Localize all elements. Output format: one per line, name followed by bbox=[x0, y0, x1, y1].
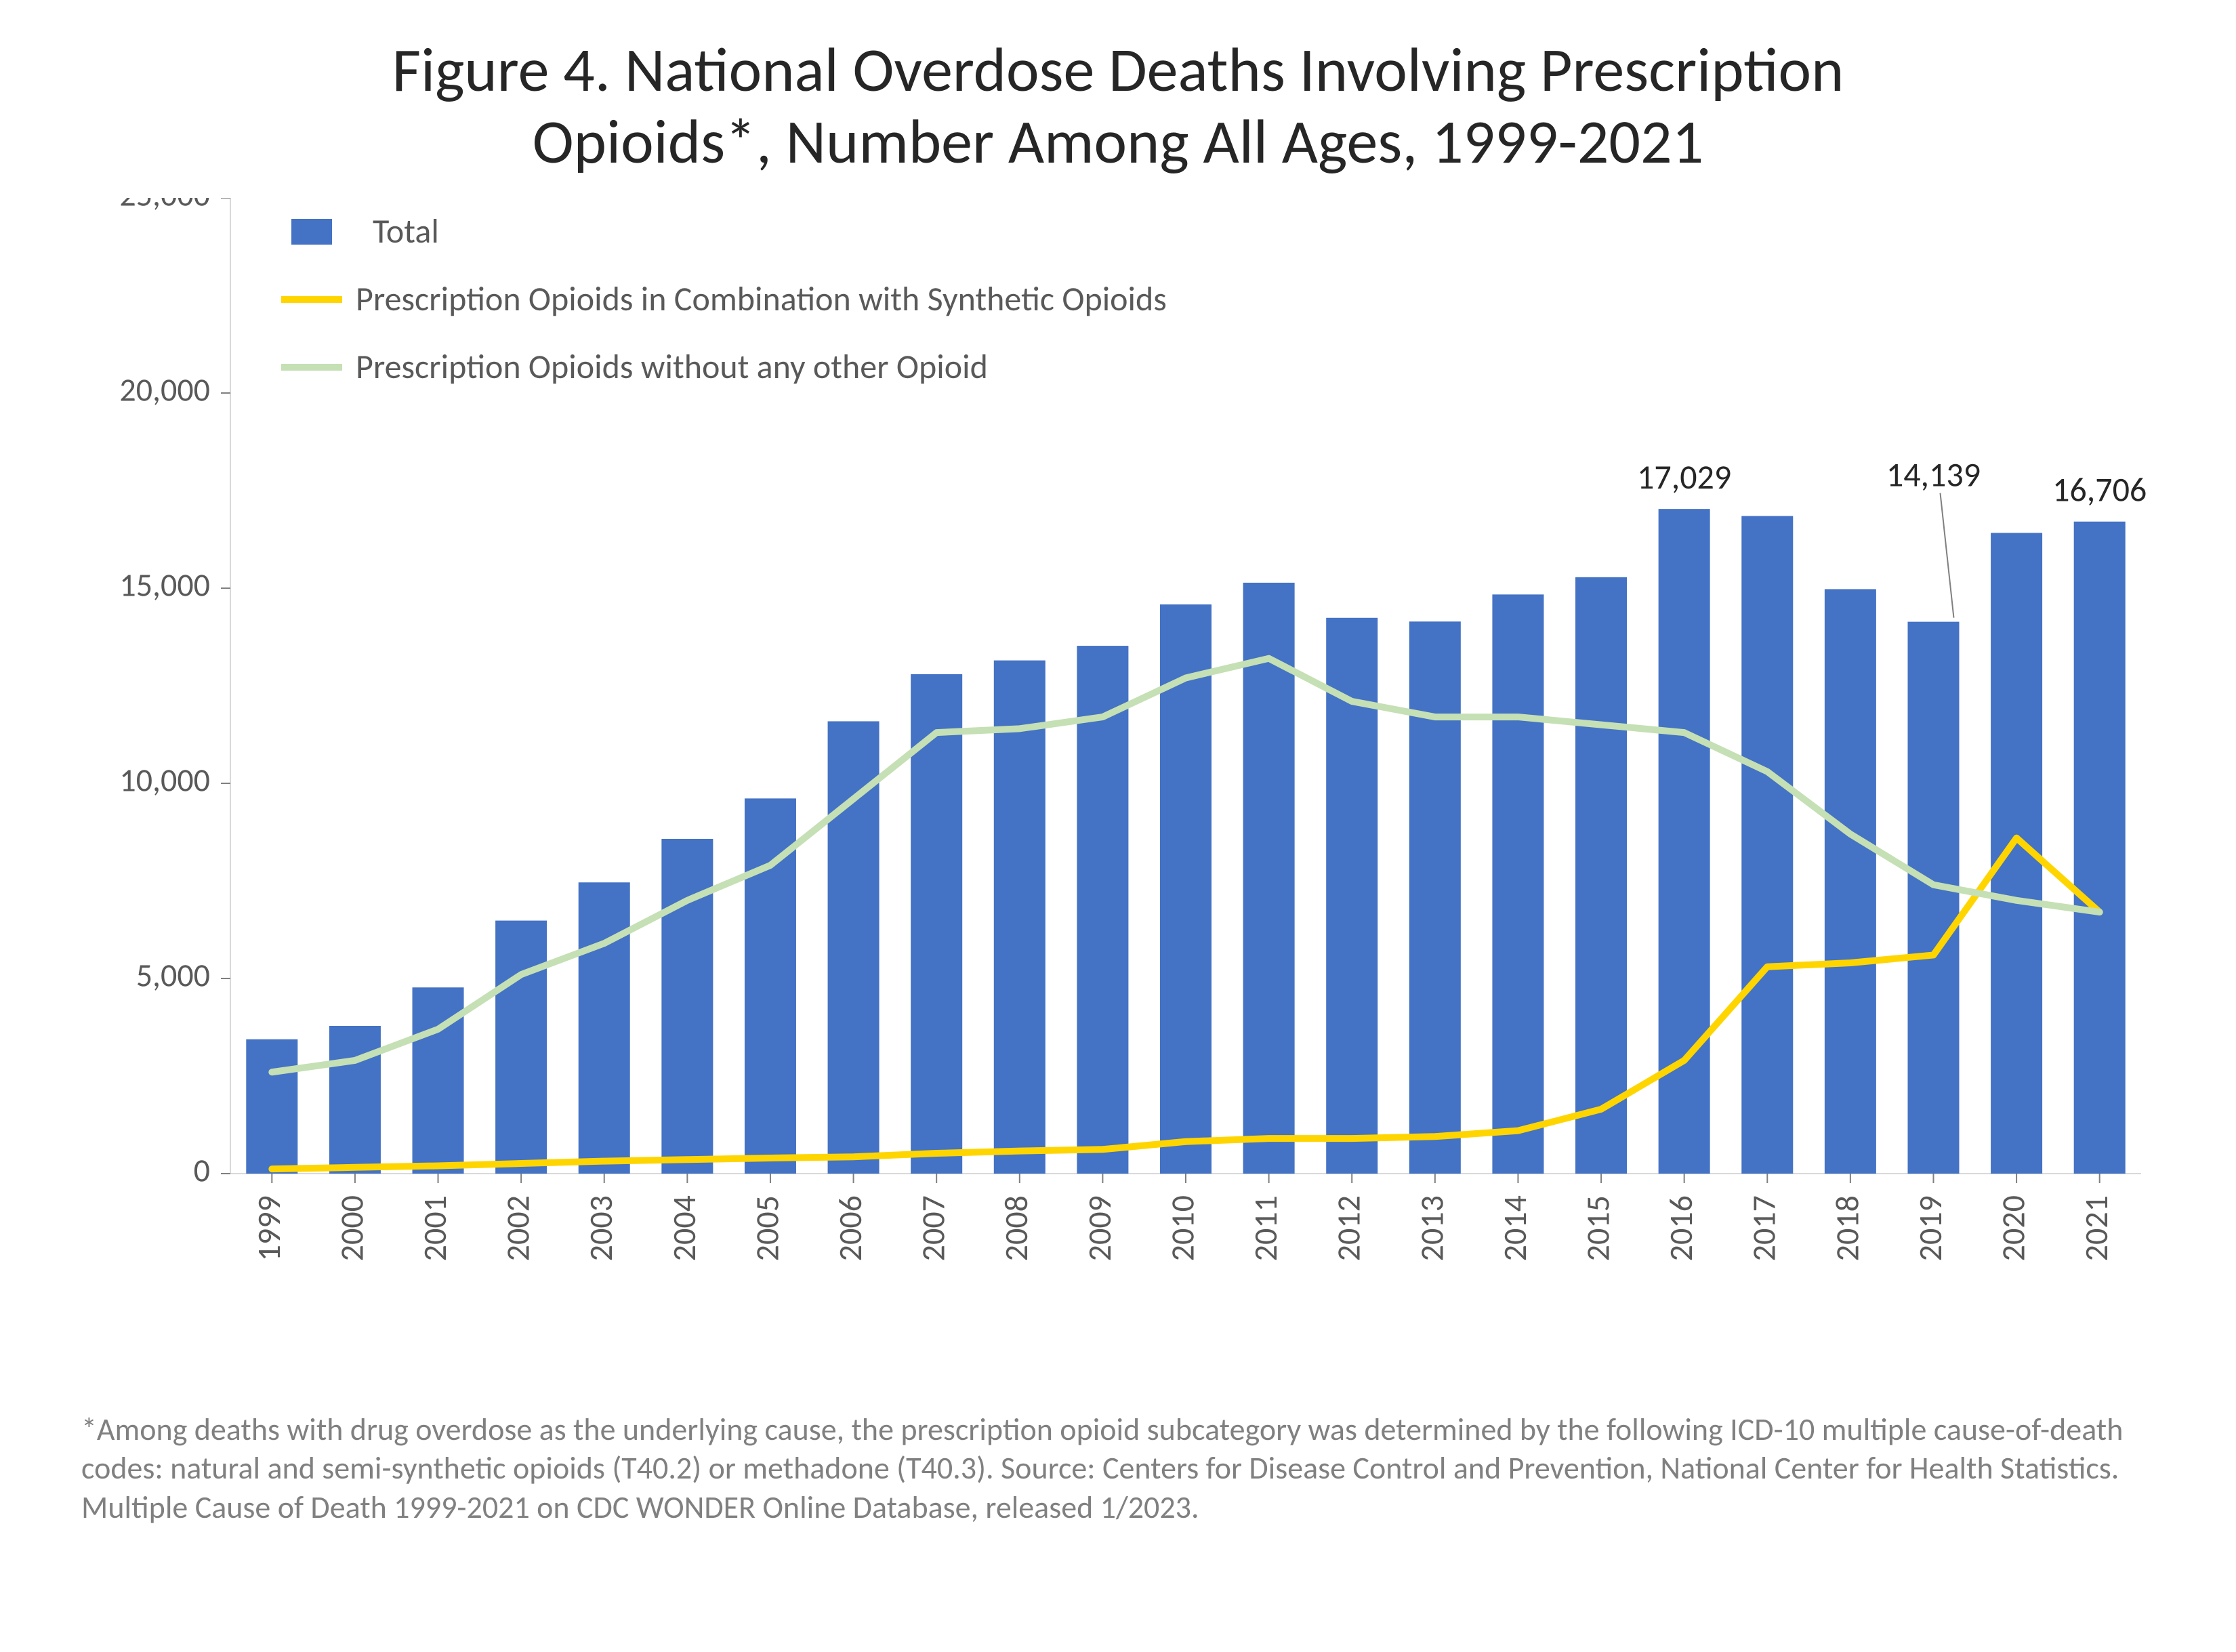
bar bbox=[495, 920, 547, 1173]
x-tick-label: 2021 bbox=[2076, 1195, 2116, 1261]
title-line-1: Figure 4. National Overdose Deaths Invol… bbox=[41, 34, 2195, 106]
x-tick-label: 2020 bbox=[1993, 1195, 2033, 1261]
x-tick-label: 2017 bbox=[1744, 1195, 1784, 1261]
x-tick-label: 2000 bbox=[331, 1195, 371, 1261]
bar bbox=[1409, 621, 1461, 1174]
x-tick-label: 2014 bbox=[1495, 1195, 1535, 1261]
legend-label: Prescription Opioids in Combination with… bbox=[356, 278, 1167, 320]
bar bbox=[828, 721, 879, 1174]
page: Figure 4. National Overdose Deaths Invol… bbox=[0, 0, 2236, 1652]
bar bbox=[994, 660, 1045, 1173]
x-tick-label: 1999 bbox=[249, 1195, 289, 1261]
bar bbox=[1825, 589, 1876, 1174]
bar bbox=[661, 839, 713, 1174]
bar bbox=[246, 1039, 297, 1173]
x-tick-label: 2019 bbox=[1910, 1195, 1950, 1261]
bar bbox=[1492, 594, 1544, 1174]
bar bbox=[329, 1026, 381, 1174]
bar bbox=[2074, 521, 2126, 1173]
y-tick-label: 25,000 bbox=[119, 198, 210, 214]
y-tick-label: 15,000 bbox=[119, 564, 210, 604]
y-tick-label: 0 bbox=[194, 1150, 210, 1190]
x-tick-label: 2011 bbox=[1245, 1195, 1285, 1261]
x-tick-label: 2006 bbox=[830, 1195, 870, 1261]
x-tick-label: 2008 bbox=[996, 1195, 1036, 1261]
footnote: *Among deaths with drug overdose as the … bbox=[81, 1411, 2155, 1528]
chart-svg: 0 5,000 10,000 15,000 20,000 25,000 1999 2000 20… bbox=[41, 198, 2195, 1390]
x-tick-label: 2013 bbox=[1411, 1195, 1451, 1261]
title-line-2: Opioids*, Number Among All Ages, 1999-20… bbox=[41, 106, 2195, 178]
bar bbox=[1741, 516, 1793, 1174]
y-tick-label: 10,000 bbox=[119, 760, 210, 800]
chart-title: Figure 4. National Overdose Deaths Invol… bbox=[41, 34, 2195, 178]
x-tick-label: 2007 bbox=[913, 1195, 953, 1261]
x-tick-label: 2003 bbox=[581, 1195, 621, 1261]
data-label: 17,029 bbox=[1637, 457, 1731, 498]
x-tick-label: 2001 bbox=[415, 1195, 455, 1261]
x-tick-label: 2018 bbox=[1827, 1195, 1867, 1261]
bar bbox=[1907, 621, 1959, 1173]
x-tick-label: 2016 bbox=[1661, 1195, 1701, 1261]
bar bbox=[579, 882, 630, 1174]
legend-label: Prescription Opioids without any other O… bbox=[356, 346, 988, 388]
data-label: 16,706 bbox=[2052, 469, 2147, 510]
bar bbox=[1077, 646, 1128, 1174]
legend-swatch-bar bbox=[291, 219, 332, 245]
data-label: 14,139 bbox=[1886, 454, 1981, 495]
leader-line bbox=[1940, 493, 1953, 617]
x-tick-label: 2004 bbox=[664, 1195, 704, 1261]
x-tick-label: 2002 bbox=[498, 1195, 538, 1261]
x-tick-label: 2012 bbox=[1329, 1195, 1369, 1261]
y-tick-label: 5,000 bbox=[136, 955, 210, 995]
legend-label: Total bbox=[373, 211, 439, 252]
x-tick-label: 2009 bbox=[1079, 1195, 1119, 1261]
bar bbox=[1575, 577, 1627, 1173]
y-tick-label: 20,000 bbox=[119, 369, 210, 409]
x-tick-label: 2010 bbox=[1162, 1195, 1202, 1261]
chart-container: 0 5,000 10,000 15,000 20,000 25,000 1999 2000 20… bbox=[41, 198, 2195, 1390]
x-tick-label: 2015 bbox=[1577, 1195, 1617, 1261]
x-tick-label: 2005 bbox=[747, 1195, 787, 1261]
